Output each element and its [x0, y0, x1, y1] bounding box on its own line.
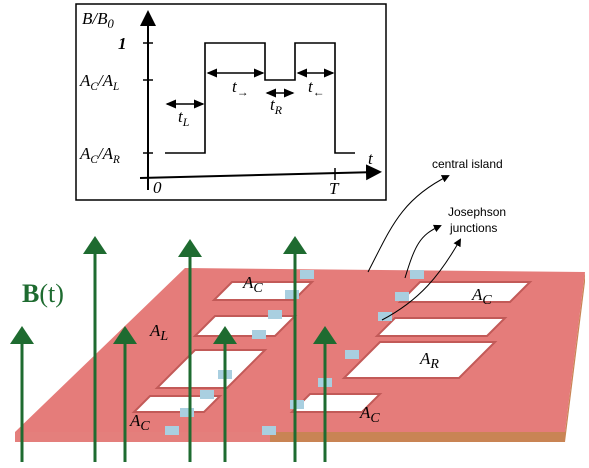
junction — [262, 426, 276, 435]
junction — [345, 350, 359, 359]
y-tick-label-part: R — [112, 154, 120, 166]
board-edge — [270, 432, 565, 442]
y-tick-label-part: A — [79, 144, 91, 163]
interval-label-part: R — [274, 103, 283, 117]
hole — [400, 282, 530, 302]
junction — [252, 330, 266, 339]
area-label-part: R — [429, 357, 439, 372]
junction — [290, 400, 304, 409]
area-label-part: A — [129, 411, 141, 430]
interval-label-part: → — [237, 85, 249, 99]
annotation: junctions — [449, 221, 497, 235]
area-label-part: A — [359, 403, 371, 422]
area-label-part: L — [159, 329, 168, 344]
area-label-part: A — [149, 321, 161, 340]
page: central island Josephson junctions B(t) … — [0, 0, 589, 468]
x-tick-label-part: T — [329, 179, 340, 198]
hole — [377, 318, 505, 336]
y-axis-label-part: 0 — [108, 17, 115, 31]
x-tick-label-part: 0 — [153, 178, 162, 197]
field-label: B(t) — [22, 279, 64, 308]
area-label-part: A — [471, 285, 483, 304]
x-tick-label: T — [329, 179, 340, 198]
area-label-part: C — [370, 411, 380, 426]
y-tick-label-part: L — [112, 81, 119, 93]
area-label-part: A — [419, 349, 431, 368]
field-argument: (t) — [39, 279, 64, 308]
y-axis-label-part: B/B — [82, 9, 108, 28]
area-label-part: C — [482, 293, 492, 308]
junction — [300, 270, 314, 279]
junction — [268, 310, 282, 319]
area-label-part: C — [253, 281, 263, 296]
area-label-part: C — [140, 419, 150, 434]
interval-label-part: L — [182, 115, 190, 129]
x-tick-label: 0 — [153, 178, 162, 197]
figure: central island Josephson junctions B(t) … — [0, 0, 589, 468]
junction — [200, 390, 214, 399]
junction — [378, 312, 392, 321]
y-tick-label-part: /A — [97, 144, 114, 163]
area-label-part: A — [242, 273, 254, 292]
interval-label-part: ← — [313, 85, 325, 99]
junction — [165, 426, 179, 435]
annotation: central island — [432, 157, 503, 171]
y-tick-label-part: 1 — [118, 34, 127, 53]
y-tick-label: 1 — [118, 34, 127, 53]
annotation: Josephson — [448, 205, 506, 219]
junction — [285, 290, 299, 299]
y-tick-label-part: /A — [97, 71, 114, 90]
field-vector: B — [22, 279, 39, 308]
junction — [395, 292, 409, 301]
y-tick-label-part: A — [79, 71, 91, 90]
junction — [180, 408, 194, 417]
junction — [410, 270, 424, 279]
